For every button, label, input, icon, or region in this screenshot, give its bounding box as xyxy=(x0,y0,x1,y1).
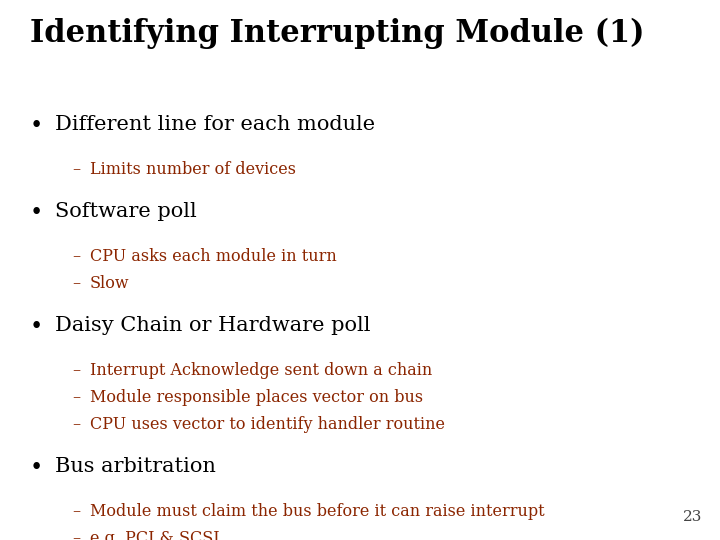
Text: –: – xyxy=(72,503,80,520)
Text: Module responsible places vector on bus: Module responsible places vector on bus xyxy=(90,389,423,406)
Text: –: – xyxy=(72,389,80,406)
Text: •: • xyxy=(30,316,43,338)
Text: –: – xyxy=(72,161,80,178)
Text: •: • xyxy=(30,115,43,137)
Text: 23: 23 xyxy=(683,510,702,524)
Text: CPU asks each module in turn: CPU asks each module in turn xyxy=(90,248,337,265)
Text: Bus arbitration: Bus arbitration xyxy=(55,457,216,476)
Text: Interrupt Acknowledge sent down a chain: Interrupt Acknowledge sent down a chain xyxy=(90,362,432,379)
Text: Identifying Interrupting Module (1): Identifying Interrupting Module (1) xyxy=(30,18,644,49)
Text: –: – xyxy=(72,530,80,540)
Text: Limits number of devices: Limits number of devices xyxy=(90,161,296,178)
Text: Daisy Chain or Hardware poll: Daisy Chain or Hardware poll xyxy=(55,316,371,335)
Text: –: – xyxy=(72,248,80,265)
Text: Slow: Slow xyxy=(90,275,130,292)
Text: •: • xyxy=(30,202,43,224)
Text: Module must claim the bus before it can raise interrupt: Module must claim the bus before it can … xyxy=(90,503,544,520)
Text: Software poll: Software poll xyxy=(55,202,197,221)
Text: –: – xyxy=(72,416,80,433)
Text: Different line for each module: Different line for each module xyxy=(55,115,375,134)
Text: CPU uses vector to identify handler routine: CPU uses vector to identify handler rout… xyxy=(90,416,445,433)
Text: –: – xyxy=(72,275,80,292)
Text: –: – xyxy=(72,362,80,379)
Text: •: • xyxy=(30,457,43,479)
Text: e.g. PCI & SCSI: e.g. PCI & SCSI xyxy=(90,530,220,540)
